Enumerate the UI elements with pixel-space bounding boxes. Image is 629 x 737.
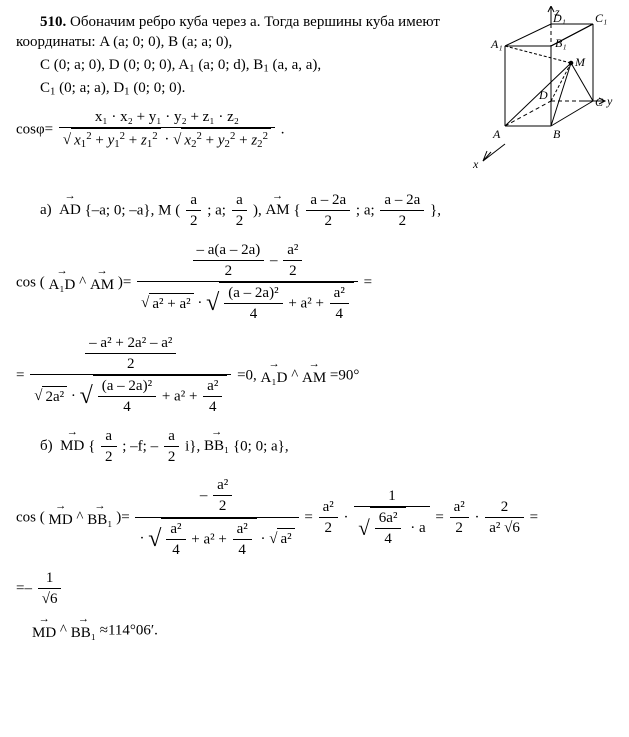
vertex-C: C (595, 95, 604, 109)
point-M: M (574, 55, 586, 69)
vertex-B1: B₁ (555, 36, 567, 50)
vertex-A: A (492, 127, 501, 141)
cube-diagram: z y x A₁ D₁ C₁ B₁ A B C D M (463, 6, 613, 171)
vertex-A1: A₁ (490, 37, 503, 51)
cosphi-formula: cosφ= x₁ · x₂ + y₁ · y₂ + z₁ · z₂ √x12 +… (16, 107, 453, 152)
cos-a1d-am-result: = – a² + 2a² – a²2 √2a² · √ (a – 2a)²4 +… (16, 333, 613, 418)
problem-number: 510. (40, 14, 66, 30)
vertex-D: D (538, 88, 548, 102)
problem-intro-2: C (0; a; 0), D (0; 0; 0), A1 (a; 0; d), … (16, 55, 453, 76)
axis-y-label: y (606, 94, 613, 108)
cos-md-bb1-result: =– 1√6 (16, 568, 613, 610)
part-a-line: а) →AD {–a; 0; –a}, M ( a2 ; a; a2 ), →A… (40, 190, 613, 232)
cos-md-bb1: cos ( →MD ^ →BB₁ )= – a²2 · √ a²4 + a² +… (16, 475, 613, 560)
math-solution-page: z y x A₁ D₁ C₁ B₁ A B C D M 510. Обоначи… (16, 12, 613, 643)
cos-a1d-am: cos ( →A₁D ^ →AM )= – a(a – 2a)2 – a²2 √… (16, 240, 613, 325)
problem-intro-3: C1 (0; a; a), D1 (0; 0; 0). (16, 78, 453, 99)
vertex-D1: D₁ (552, 11, 566, 25)
problem-intro-1: 510. Обоначим ребро куба через а. Тогда … (16, 12, 453, 53)
part-b-line: б) →MD { a2 ; –f; – a2 i}, →BB₁ {0; 0; a… (40, 426, 613, 468)
top-section: z y x A₁ D₁ C₁ B₁ A B C D M 510. Обоначи… (16, 12, 613, 182)
vertex-C1: C₁ (595, 11, 607, 25)
intro-text: 510. Обоначим ребро куба через а. Тогда … (16, 12, 453, 152)
vertex-B: B (553, 127, 561, 141)
axis-x-label: x (472, 157, 479, 171)
final-angle: →MD ^ →BB₁ ≈114°06′. (32, 618, 613, 644)
